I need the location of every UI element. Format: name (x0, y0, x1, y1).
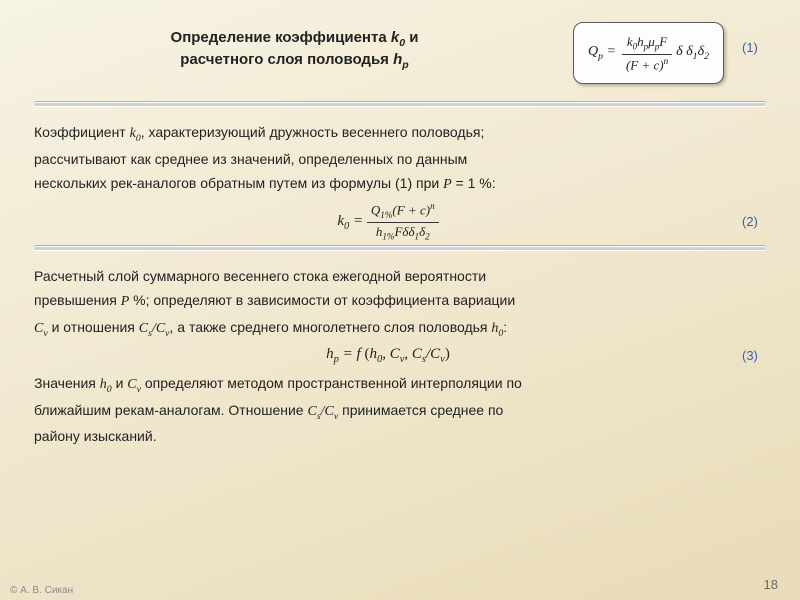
formula-3: hp = f (h0, Cv, Cs/Cv) (34, 346, 742, 365)
formula-2: k0 = Q1%(F + c)n h1%Fδδ1δ2 (34, 202, 742, 242)
formula-1-box: Qp = k0hpμpF (F + c)n δ δ1δ2 (573, 22, 724, 84)
divider-1 (34, 102, 766, 106)
footer-credit: © А. В. Сикан (10, 585, 73, 596)
equation-number-1: (1) (742, 22, 766, 55)
paragraph-1: Коэффициент k0, характеризующий дружност… (34, 120, 766, 198)
page-number: 18 (764, 577, 778, 592)
paragraph-3: Значения h0 и Cv определяют методом прос… (34, 371, 766, 449)
formula-2-row: k0 = Q1%(F + c)n h1%Fδδ1δ2 (2) (34, 202, 766, 242)
header-row: Определение коэффициента k0 и расчетного… (34, 22, 766, 84)
paragraph-2: Расчетный слой суммарного весеннего сток… (34, 264, 766, 342)
title-text-1: Определение коэффициента (171, 29, 391, 46)
title-symbol-k0: k0 (391, 29, 405, 46)
title-text-1b: и (405, 29, 418, 46)
title-symbol-hp: hр (393, 51, 409, 68)
title: Определение коэффициента k0 и расчетного… (34, 22, 555, 72)
formula-1-fraction: k0hpμpF (F + c)n (622, 35, 672, 71)
equation-number-3: (3) (742, 348, 766, 363)
divider-2 (34, 246, 766, 250)
title-text-2: расчетного слоя половодья (180, 51, 393, 68)
formula-3-row: hp = f (h0, Cv, Cs/Cv) (3) (34, 346, 766, 365)
equation-number-2: (2) (742, 214, 766, 229)
